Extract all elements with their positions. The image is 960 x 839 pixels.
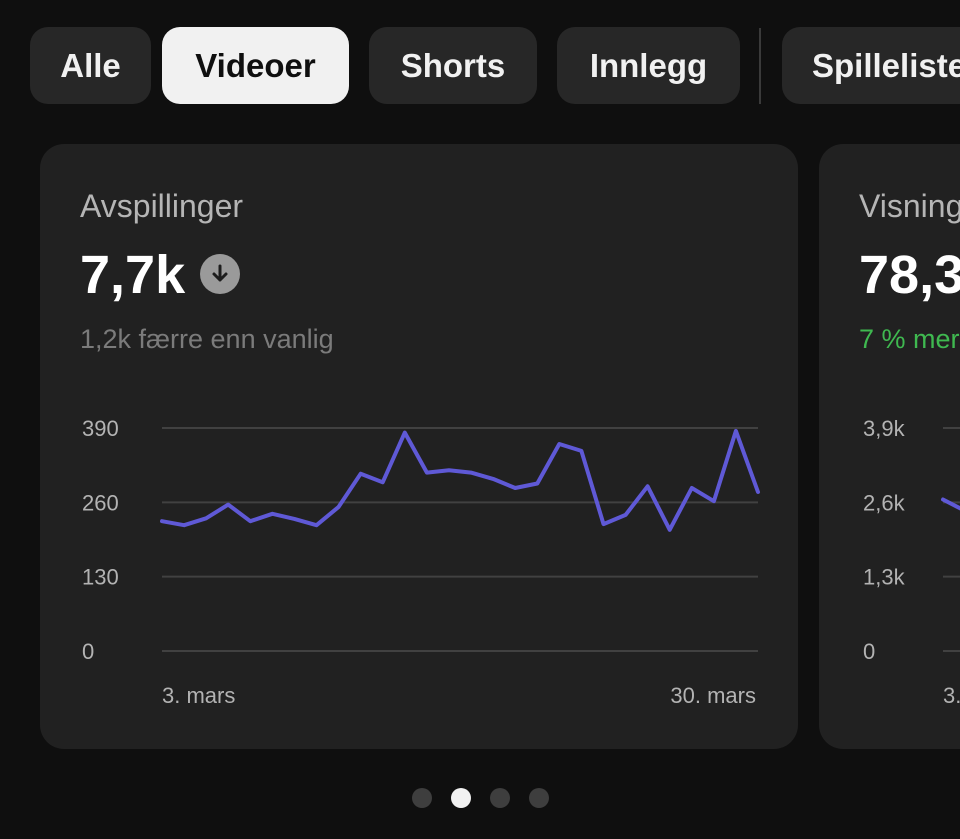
card-title: Avspillinger (80, 188, 244, 224)
tab-divider (759, 28, 761, 104)
y-tick-label: 3,9k (863, 416, 906, 441)
series-line (160, 428, 760, 532)
y-tick-label: 0 (82, 639, 94, 664)
arrow-down-icon (200, 254, 240, 294)
x-tick-label: 3. mars (943, 683, 960, 708)
x-tick-label: 30. mars (670, 683, 756, 708)
stat-card-visninger[interactable]: Visninger 78,3k 7 % mer enn vanlig 0 1,3k… (819, 144, 960, 749)
plays-line-chart: 0 130 260 390 3. mars 30. mars (82, 416, 760, 708)
card-value: 78,3k (859, 245, 960, 305)
y-tick-label: 260 (82, 490, 119, 515)
stat-card-avspillinger[interactable]: Avspillinger 7,7k 1,2k færre enn vanlig … (40, 144, 798, 749)
series-line (941, 497, 960, 511)
pagination-dot[interactable] (489, 788, 510, 808)
comparison-text: 1,2k færre enn vanlig (80, 324, 334, 354)
tab-spillelister[interactable]: Spillelister (782, 27, 960, 104)
carousel-pagination (0, 788, 960, 810)
tab-videoer[interactable]: Videoer (162, 27, 349, 104)
pagination-dot[interactable] (450, 788, 471, 808)
tab-innlegg[interactable]: Innlegg (557, 27, 740, 104)
y-tick-label: 0 (863, 639, 875, 664)
pagination-dot[interactable] (411, 788, 432, 808)
stats-carousel[interactable]: Avspillinger 7,7k 1,2k færre enn vanlig … (0, 140, 960, 760)
tab-shorts[interactable]: Shorts (369, 27, 537, 104)
filter-tabs: Alle Videoer Shorts Innlegg Spillelister (0, 0, 960, 130)
card-title: Visninger (859, 188, 960, 224)
y-tick-label: 390 (82, 416, 119, 441)
x-tick-label: 3. mars (162, 683, 235, 708)
comparison-text: 7 % mer enn vanlig (859, 324, 960, 354)
y-tick-label: 1,3k (863, 565, 906, 590)
views-line-chart: 0 1,3k 2,6k 3,9k 3. mars (863, 416, 960, 708)
y-tick-label: 2,6k (863, 490, 906, 515)
y-tick-label: 130 (82, 565, 119, 590)
pagination-dot[interactable] (528, 788, 549, 808)
card-value: 7,7k (80, 245, 186, 305)
tab-alle[interactable]: Alle (30, 27, 151, 104)
